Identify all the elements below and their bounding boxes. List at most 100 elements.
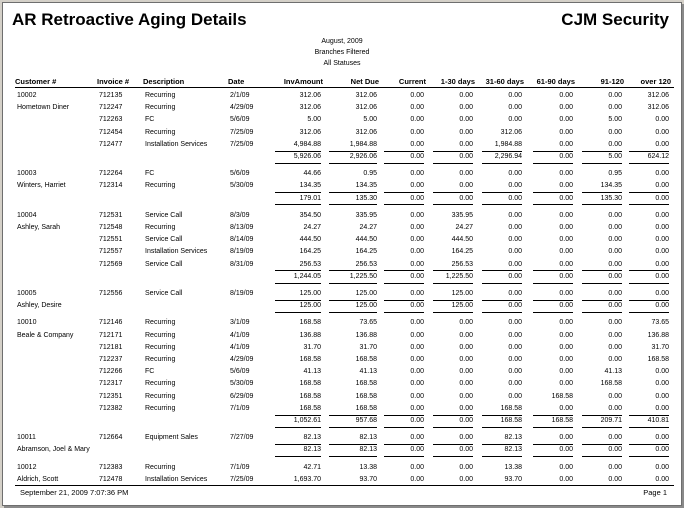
- subtotal-rule: [433, 150, 473, 152]
- invoice-date: 5/6/09: [230, 116, 250, 124]
- subtotal-rule: [482, 270, 522, 272]
- amount-days-31-60: 0.00: [508, 211, 522, 219]
- amount-net-due: 312.06: [355, 128, 377, 136]
- amount-current: 0.00: [410, 331, 424, 339]
- amount-over-120: 31.70: [651, 343, 669, 351]
- customer-number: 10003: [17, 170, 37, 178]
- subtotal-days-91-120: 5.00: [608, 153, 622, 160]
- amount-over-120: 168.58: [647, 356, 669, 363]
- subtotal-net-due: 957.68: [355, 417, 377, 424]
- amount-days-1-30: 0.00: [459, 170, 473, 178]
- amount-days-91-120: 0.00: [608, 331, 622, 339]
- amount-inv-amount: 168.58: [299, 404, 321, 412]
- amount-net-due: 168.58: [355, 392, 377, 400]
- invoice-date: 7/1/09: [230, 463, 250, 471]
- subtotal-days-31-60: 2,296.94: [494, 153, 522, 160]
- amount-days-61-90: 168.58: [551, 392, 573, 400]
- amount-days-61-90: 0.00: [559, 260, 573, 268]
- amount-net-due: 1,984.88: [349, 140, 377, 148]
- header-rule: [15, 87, 674, 88]
- subtotal-net-due: 125.00: [355, 302, 377, 310]
- subtotal-underline: [582, 426, 622, 428]
- invoice-number: 712266: [99, 368, 123, 376]
- subtotal-rule: [275, 299, 321, 301]
- amount-inv-amount: 312.06: [299, 104, 321, 112]
- invoice-number: 712569: [99, 260, 123, 268]
- amount-net-due: 125.00: [355, 290, 377, 297]
- subtotal-rule: [433, 299, 473, 301]
- amount-days-91-120: 0.00: [608, 260, 622, 268]
- column-header-over-120: over 120: [640, 77, 671, 86]
- amount-current: 0.00: [410, 290, 424, 297]
- subtotal-rule: [533, 299, 573, 301]
- amount-days-61-90: 0.00: [559, 475, 573, 483]
- amount-inv-amount: 312.06: [299, 92, 321, 99]
- amount-over-120: 0.00: [655, 170, 669, 178]
- amount-days-31-60: 0.00: [508, 356, 522, 363]
- amount-days-1-30: 444.50: [451, 236, 473, 244]
- invoice-description: Recurring: [145, 331, 176, 339]
- subtotal-rule: [533, 443, 573, 445]
- amount-days-91-120: 41.13: [604, 368, 622, 376]
- amount-over-120: 0.00: [655, 182, 669, 190]
- amount-over-120: 312.06: [647, 92, 669, 99]
- subtotal-net-due: 1,225.50: [349, 272, 377, 280]
- invoice-date: 7/27/09: [230, 434, 254, 442]
- amount-days-31-60: 0.00: [508, 248, 522, 256]
- amount-days-31-60: 0.00: [508, 331, 522, 339]
- amount-days-1-30: 0.00: [459, 356, 473, 363]
- amount-days-61-90: 0.00: [559, 331, 573, 339]
- subtotal-rule: [329, 414, 377, 416]
- customer-name: Beale & Company: [17, 331, 74, 339]
- amount-days-61-90: 0.00: [559, 380, 573, 388]
- amount-days-91-120: 0.00: [608, 434, 622, 442]
- amount-days-31-60: 0.00: [508, 224, 522, 231]
- amount-days-61-90: 0.00: [559, 104, 573, 112]
- amount-days-61-90: 0.00: [559, 404, 573, 412]
- amount-days-91-120: 134.35: [600, 182, 622, 190]
- column-header-days-1-30: 1-30 days: [440, 77, 475, 86]
- customer-name: Winters, Harriet: [17, 182, 66, 190]
- subtotal-underline: [275, 456, 321, 458]
- amount-current: 0.00: [410, 211, 424, 219]
- amount-current: 0.00: [410, 404, 424, 412]
- amount-days-61-90: 0.00: [559, 248, 573, 256]
- amount-inv-amount: 4,984.88: [293, 140, 321, 148]
- invoice-description: FC: [145, 170, 155, 178]
- invoice-number: 712314: [99, 182, 123, 190]
- subtotal-days-91-120: 209.71: [600, 417, 622, 424]
- amount-over-120: 0.00: [655, 290, 669, 297]
- subtotal-underline: [329, 456, 377, 458]
- subtotal-rule: [384, 150, 424, 152]
- invoice-description: FC: [145, 368, 155, 376]
- invoice-date: 8/14/09: [230, 236, 254, 244]
- amount-current: 0.00: [410, 128, 424, 136]
- amount-inv-amount: 44.66: [303, 170, 321, 178]
- amount-days-91-120: 0.00: [608, 224, 622, 231]
- subtotal-underline: [482, 282, 522, 284]
- amount-days-1-30: 0.00: [459, 116, 473, 124]
- amount-days-91-120: 0.00: [608, 128, 622, 136]
- amount-days-31-60: 0.00: [508, 236, 522, 244]
- subtotal-underline: [629, 204, 669, 206]
- subtotal-inv-amount: 1,244.05: [293, 272, 321, 280]
- subtotal-rule: [629, 414, 669, 416]
- subtotal-over-120: 0.00: [655, 446, 669, 454]
- invoice-number: 712478: [99, 475, 123, 483]
- column-header-invoice-number: Invoice #: [97, 77, 130, 86]
- amount-over-120: 0.00: [655, 392, 669, 400]
- amount-inv-amount: 312.06: [299, 128, 321, 136]
- invoice-description: Recurring: [145, 463, 176, 471]
- subtotal-inv-amount: 125.00: [299, 302, 321, 310]
- subtotal-days-1-30: 0.00: [459, 153, 473, 160]
- subtotal-underline: [482, 162, 522, 164]
- amount-inv-amount: 168.58: [299, 319, 321, 327]
- subtotal-underline: [482, 426, 522, 428]
- subtotal-rule: [384, 414, 424, 416]
- amount-days-1-30: 0.00: [459, 331, 473, 339]
- subtotal-rule: [275, 443, 321, 445]
- amount-inv-amount: 5.00: [307, 116, 321, 124]
- amount-days-91-120: 0.00: [608, 140, 622, 148]
- amount-days-61-90: 0.00: [559, 170, 573, 178]
- subtotal-underline: [329, 311, 377, 313]
